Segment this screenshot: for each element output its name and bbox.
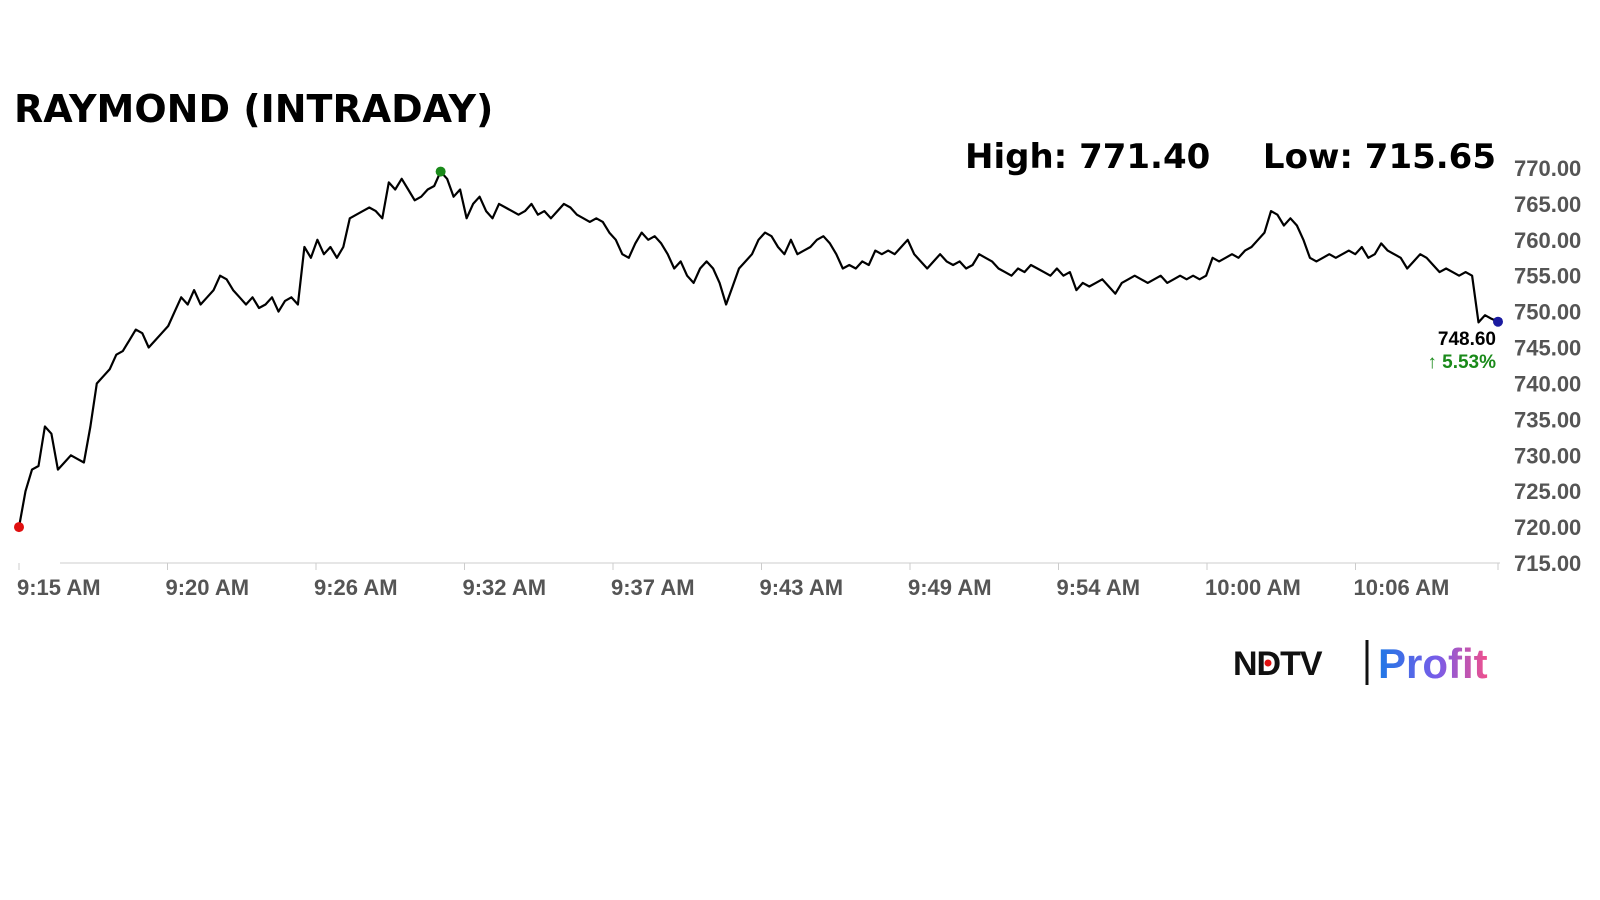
x-tick-label: 9:43 AM [760,575,844,600]
low-label: Low: 715.65 [1263,137,1496,177]
last-marker [1493,316,1503,327]
y-tick-label: 725.00 [1514,479,1581,504]
logo-dot [1264,659,1272,667]
logo-profit: Profit [1378,640,1488,687]
y-tick-label: 755.00 [1514,264,1581,289]
price-line [17,170,1499,528]
x-tick-label: 9:32 AM [463,575,547,600]
y-tick-label: 745.00 [1514,336,1581,361]
x-axis: 9:15 AM 9:20 AM 9:26 AM 9:32 AM 9:37 AM 9:43 … [17,563,1499,600]
y-tick-label: 715.00 [1514,551,1581,576]
x-tick-label: 9:49 AM [908,575,992,600]
x-tick-label: 10:06 AM [1354,575,1450,600]
y-tick-label: 730.00 [1514,443,1581,468]
y-tick-label: 770.00 [1514,156,1581,181]
chart-title: RAYMOND (INTRADAY) [14,87,493,131]
y-tick-label: 720.00 [1514,515,1581,540]
high-marker [435,166,446,177]
x-tick-label: 10:00 AM [1205,575,1301,600]
y-tick-label: 740.00 [1514,371,1581,396]
x-tick-label: 9:20 AM [166,575,250,600]
change-arrow: ↑ [1427,352,1437,373]
last-price-label: 748.60 [1438,329,1496,350]
high-label: High: 771.40 [965,137,1210,177]
x-tick-label: 9:54 AM [1057,575,1141,600]
y-tick-label: 765.00 [1514,192,1581,217]
y-tick-label: 750.00 [1514,300,1581,325]
x-tick-label: 9:26 AM [314,575,398,600]
change-value: 5.53% [1442,352,1496,373]
y-axis: 715.00 720.00 725.00 730.00 735.00 740.00 745.… [1514,156,1581,576]
change-label: ↑ 5.53% [1427,352,1496,373]
x-tick-label: 9:37 AM [611,575,695,600]
logo-ndtv: NDTV [1233,645,1323,683]
x-tick-label: 9:15 AM [17,575,101,600]
low-marker [14,522,24,533]
y-tick-label: 735.00 [1514,407,1581,432]
ndtv-profit-logo: NDTV Profit [1233,640,1488,687]
y-tick-label: 760.00 [1514,228,1581,253]
